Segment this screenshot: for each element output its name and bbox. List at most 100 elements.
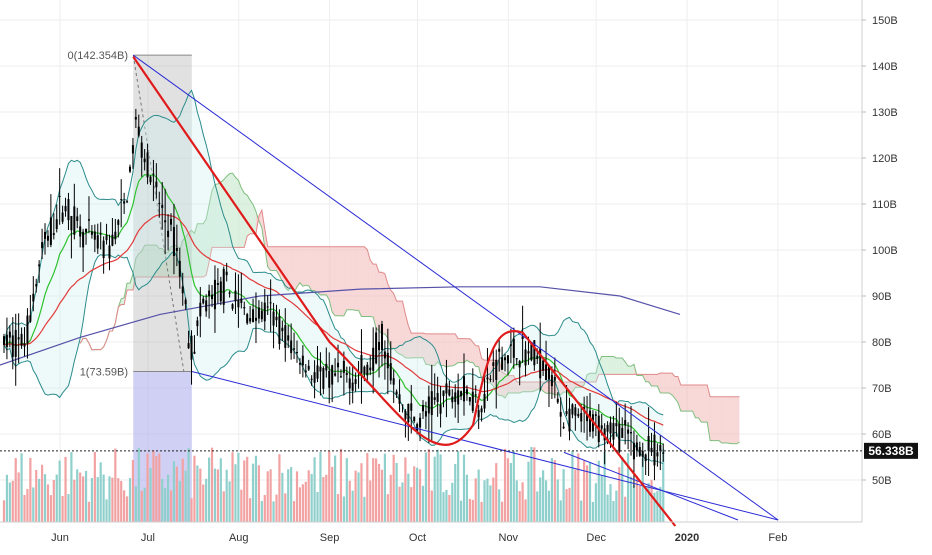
candle-body (38, 264, 40, 266)
cloud-segment (646, 374, 649, 381)
x-tick-label: 2020 (675, 532, 699, 544)
volume-bar (246, 457, 248, 522)
candle-body (138, 127, 140, 136)
candle-body (97, 235, 99, 248)
volume-bar (114, 449, 116, 522)
volume-bar (375, 458, 377, 522)
cloud-segment (391, 290, 394, 348)
candle-body (360, 355, 362, 374)
candle-body (495, 360, 497, 380)
volume-bar (173, 461, 175, 522)
candle-body (15, 330, 17, 357)
volume-bar (185, 471, 187, 522)
candle-body (255, 318, 257, 321)
candle-body (545, 364, 547, 380)
volume-bar (149, 468, 151, 522)
cloud-segment (669, 373, 672, 395)
volume-bar (366, 453, 368, 522)
candle-body (627, 430, 629, 434)
y-tick-label: 110B (872, 199, 897, 211)
candle-body (454, 392, 456, 401)
volume-bar (26, 489, 28, 522)
cloud-segment (476, 346, 479, 367)
candle-body (624, 420, 626, 425)
volume-bar (237, 453, 239, 522)
candle-body (188, 343, 190, 348)
candle-body (396, 392, 398, 395)
y-tick-label: 80B (872, 337, 892, 349)
volume-bar (261, 501, 263, 522)
volume-bar (387, 494, 389, 522)
volume-bar (29, 458, 31, 522)
candle-body (308, 366, 310, 370)
x-tick-label: Feb (768, 532, 787, 544)
candle-body (12, 335, 14, 356)
volume-bar (100, 462, 102, 522)
volume-bar (527, 462, 529, 522)
candle-body (35, 284, 37, 286)
candle-body (103, 241, 105, 258)
candle-body (563, 427, 565, 428)
candle-body (26, 316, 28, 344)
volume-bar (398, 487, 400, 522)
volume-bar (226, 470, 228, 522)
candle-body (59, 196, 61, 197)
candle-body (65, 206, 67, 211)
cloud-segment (710, 397, 713, 441)
volume-bar (129, 478, 131, 522)
volume-bar (59, 461, 61, 522)
volume-bar (211, 448, 213, 522)
volume-bar (589, 462, 591, 522)
candle-body (176, 248, 178, 251)
cloud-segment (458, 339, 461, 363)
candle-body (47, 236, 49, 241)
volume-bar (272, 501, 274, 522)
x-tick-label: Jun (51, 532, 69, 544)
candle-body (305, 371, 307, 373)
cloud-segment (652, 374, 655, 386)
volume-bar (231, 452, 233, 522)
candle-body (621, 428, 623, 438)
candle-body (91, 232, 93, 235)
candle-body (100, 234, 102, 235)
volume-bar (132, 460, 134, 522)
candle-body (193, 352, 195, 354)
volume-bar (331, 467, 333, 522)
candle-body (246, 314, 248, 323)
candle-body (126, 201, 128, 202)
volume-bar (170, 490, 172, 522)
candle-body (615, 423, 617, 426)
volume-bar (419, 469, 421, 522)
x-tick-label: Aug (229, 532, 249, 544)
candle-body (170, 219, 172, 225)
volume-bar (621, 457, 623, 522)
volume-bar (337, 494, 339, 522)
candle-body (56, 219, 58, 229)
candle-body (492, 362, 494, 366)
candle-body (150, 177, 152, 183)
volume-bar (258, 465, 260, 522)
candle-body (167, 231, 169, 237)
volume-bar (530, 447, 532, 522)
candle-body (498, 349, 500, 352)
volume-bar (422, 486, 424, 522)
volume-bar (372, 458, 374, 522)
cloud-segment (619, 358, 622, 374)
volume-bar (88, 502, 90, 522)
cloud-segment (666, 373, 669, 393)
candle-body (419, 418, 421, 428)
cloud-segment (725, 397, 728, 443)
volume-bar (492, 478, 494, 522)
cloud-segment (306, 247, 309, 286)
candle-body (577, 414, 579, 416)
volume-bar (105, 499, 107, 522)
candle-body (653, 435, 655, 466)
volume-bar (196, 465, 198, 522)
candle-body (457, 390, 459, 404)
volume-bar (639, 486, 641, 522)
candle-body (267, 306, 269, 307)
candle-body (32, 294, 34, 302)
volume-bar (460, 501, 462, 522)
